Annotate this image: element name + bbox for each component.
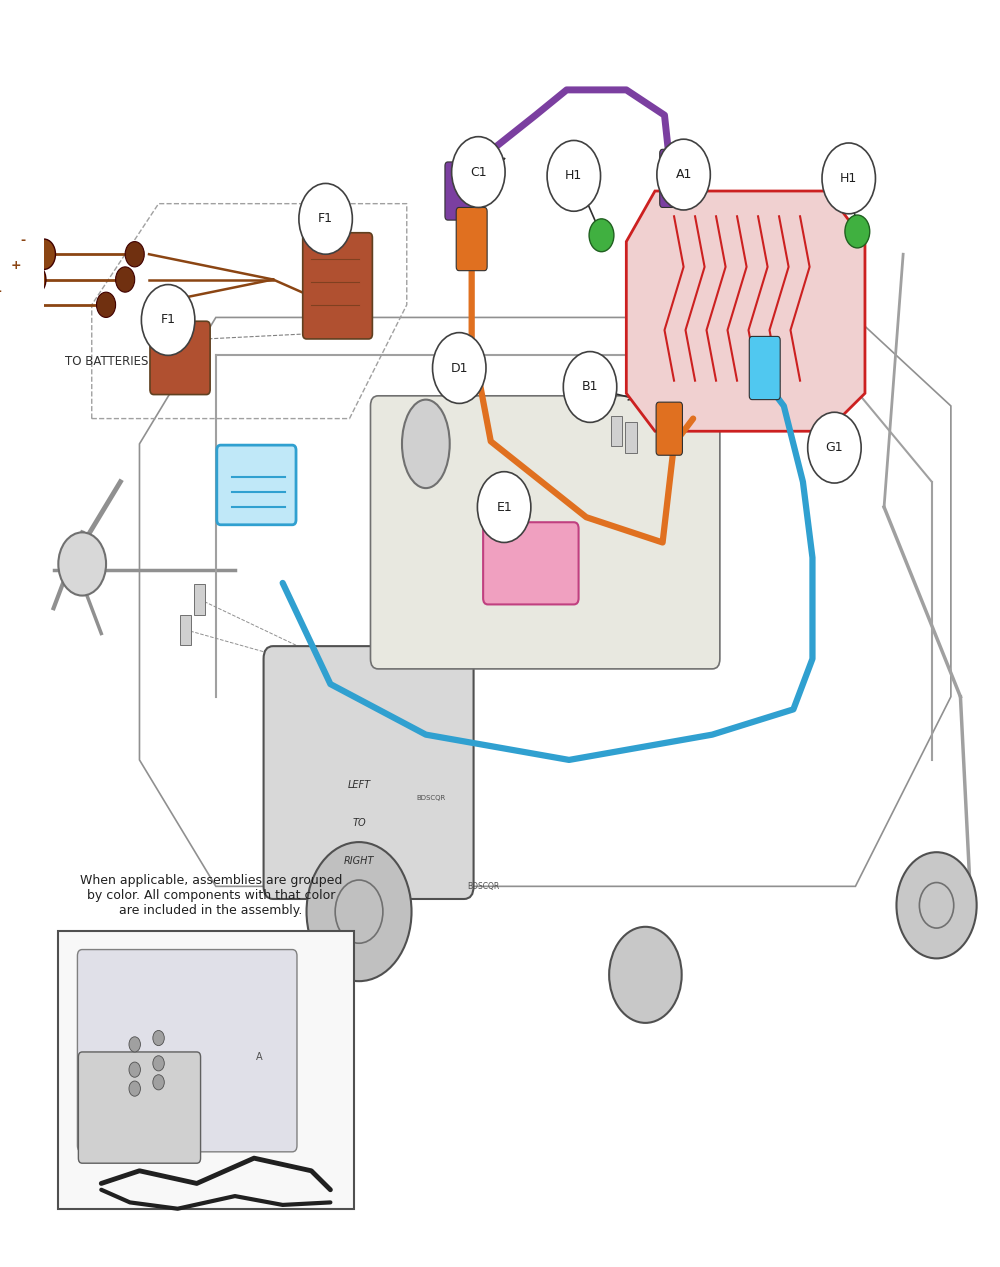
- Polygon shape: [626, 191, 865, 431]
- Circle shape: [125, 242, 144, 267]
- Circle shape: [299, 184, 352, 255]
- Text: H1: H1: [840, 172, 857, 185]
- Text: F1: F1: [161, 313, 176, 327]
- Text: BDSCQR: BDSCQR: [467, 882, 499, 891]
- Text: A1: A1: [675, 169, 692, 181]
- Circle shape: [547, 141, 601, 212]
- Circle shape: [845, 215, 870, 248]
- Text: RIGHT: RIGHT: [344, 856, 374, 867]
- Circle shape: [896, 853, 977, 958]
- Text: H1: H1: [565, 170, 582, 182]
- Circle shape: [153, 1055, 164, 1071]
- Text: +: +: [11, 260, 21, 272]
- FancyBboxPatch shape: [264, 646, 474, 900]
- Ellipse shape: [402, 399, 450, 488]
- Circle shape: [141, 285, 195, 355]
- Text: E1: E1: [496, 500, 512, 513]
- Circle shape: [33, 239, 55, 270]
- Text: When applicable, assemblies are grouped
by color. All components with that color: When applicable, assemblies are grouped …: [80, 874, 342, 917]
- FancyBboxPatch shape: [150, 322, 210, 394]
- Text: F1: F1: [318, 213, 333, 226]
- FancyBboxPatch shape: [217, 445, 296, 525]
- Text: C1: C1: [470, 166, 487, 179]
- FancyBboxPatch shape: [58, 930, 354, 1209]
- Circle shape: [609, 926, 682, 1022]
- Circle shape: [808, 412, 861, 483]
- Text: BDSCQR: BDSCQR: [416, 794, 446, 801]
- FancyBboxPatch shape: [303, 233, 372, 340]
- FancyBboxPatch shape: [660, 150, 688, 208]
- Circle shape: [433, 333, 486, 403]
- Circle shape: [129, 1036, 140, 1052]
- Circle shape: [129, 1062, 140, 1077]
- Circle shape: [153, 1074, 164, 1090]
- Bar: [194, 584, 205, 614]
- FancyBboxPatch shape: [483, 522, 579, 604]
- Circle shape: [97, 293, 116, 318]
- FancyBboxPatch shape: [77, 949, 297, 1152]
- Circle shape: [563, 351, 617, 422]
- FancyBboxPatch shape: [445, 162, 474, 220]
- Circle shape: [452, 137, 505, 208]
- Text: D1: D1: [451, 361, 468, 375]
- FancyBboxPatch shape: [656, 402, 682, 455]
- Text: G1: G1: [826, 441, 843, 454]
- Text: LEFT: LEFT: [347, 780, 371, 791]
- Bar: [611, 416, 622, 446]
- Circle shape: [4, 290, 27, 321]
- Circle shape: [23, 265, 46, 295]
- Circle shape: [822, 143, 875, 214]
- FancyBboxPatch shape: [370, 395, 720, 669]
- Text: A: A: [255, 1052, 262, 1062]
- Circle shape: [58, 532, 106, 595]
- Circle shape: [307, 843, 412, 981]
- Circle shape: [116, 267, 135, 293]
- Text: -: -: [20, 234, 25, 247]
- Circle shape: [589, 219, 614, 252]
- Text: TO BATTERIES: TO BATTERIES: [65, 355, 148, 369]
- FancyBboxPatch shape: [749, 337, 780, 399]
- FancyBboxPatch shape: [456, 208, 487, 271]
- Circle shape: [153, 1030, 164, 1045]
- FancyBboxPatch shape: [78, 1052, 201, 1163]
- Text: TO: TO: [352, 818, 366, 829]
- Circle shape: [129, 1081, 140, 1096]
- Text: B1: B1: [582, 380, 598, 394]
- Circle shape: [477, 471, 531, 542]
- Text: +: +: [0, 285, 2, 298]
- Bar: [625, 422, 637, 452]
- Bar: [180, 614, 191, 645]
- Circle shape: [657, 139, 710, 210]
